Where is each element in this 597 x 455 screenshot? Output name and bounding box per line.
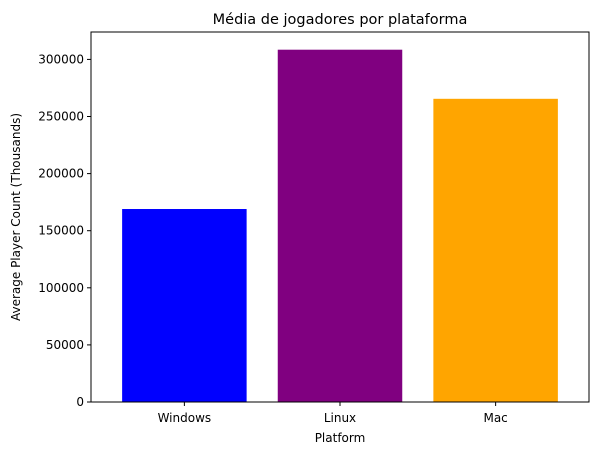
x-axis-label: Platform <box>315 431 366 445</box>
y-tick-label: 300000 <box>38 52 84 66</box>
y-tick-label: 50000 <box>46 338 84 352</box>
x-axis-ticks: Windows Linux Mac <box>158 402 508 425</box>
y-axis-ticks: 0 50000 100000 150000 200000 250000 300000 <box>38 52 91 409</box>
bar-mac <box>433 98 558 403</box>
y-tick-label: 250000 <box>38 110 84 124</box>
y-tick-label: 100000 <box>38 281 84 295</box>
x-tick-label: Linux <box>324 411 356 425</box>
plot-frame <box>90 31 590 403</box>
y-axis-label: Average Player Count (Thousands) <box>9 113 23 321</box>
y-tick-label: 200000 <box>38 167 84 181</box>
x-tick-label: Windows <box>158 411 212 425</box>
bar-windows <box>122 209 247 402</box>
bar-linux <box>277 49 403 402</box>
y-tick-label: 150000 <box>38 224 84 238</box>
x-tick-label: Mac <box>483 411 507 425</box>
chart-title: Média de jogadores por plataforma <box>213 12 468 28</box>
bars-group <box>122 49 558 403</box>
y-tick-label: 0 <box>76 395 84 409</box>
